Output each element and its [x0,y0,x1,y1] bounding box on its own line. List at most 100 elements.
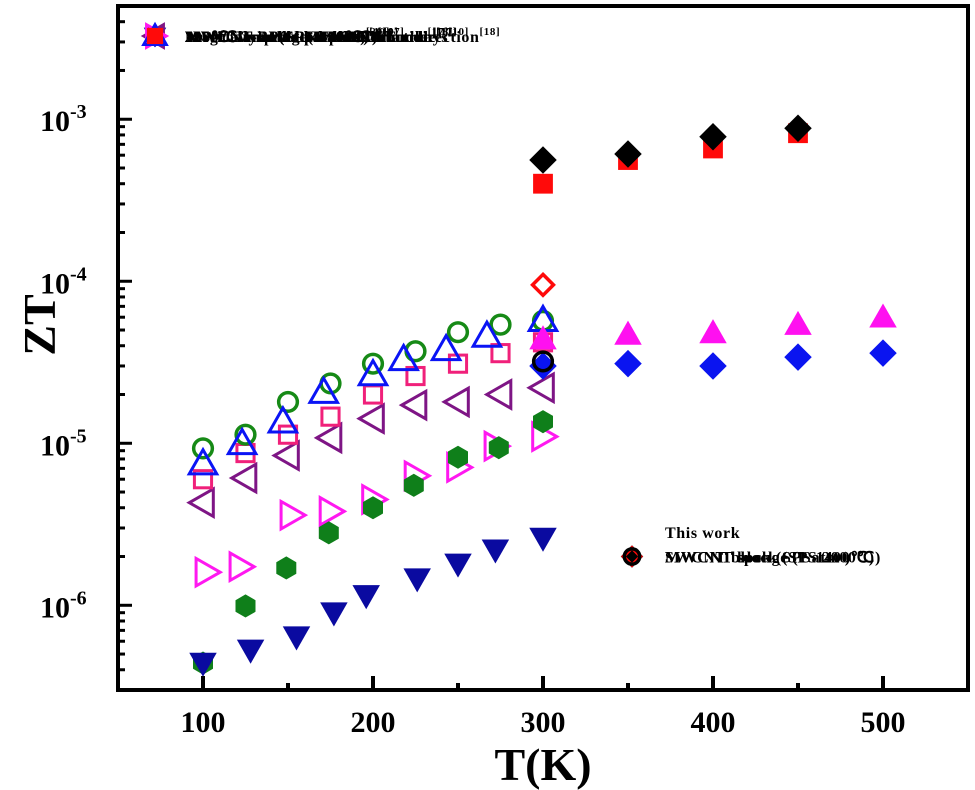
data-point [403,473,424,497]
legend-title: This work [665,525,740,542]
x-axis-title: T(K) [494,739,591,790]
data-point [530,271,556,298]
legend-label: MWCNT sponge(1 atm )[20] [185,26,387,46]
data-point [533,173,553,194]
series-6 [186,371,555,519]
data-point [320,602,348,627]
data-point [398,388,428,422]
data-point [279,498,309,532]
data-point [236,639,265,664]
data-point [533,410,553,434]
legend-label: MWCNT-BP(SPS 900℃)[19] [185,26,390,46]
y-tick-label: 10-3 [40,101,87,138]
y-tick-label: 10-6 [40,587,87,624]
data-point [470,319,504,348]
data-point [614,349,642,378]
data-point [235,594,256,618]
legend-label: Vertically oriented MWCNT arrays[10] [185,26,469,46]
legend-label: SWCNT block (SPS 1400℃) [665,550,875,567]
data-point [784,343,812,371]
legend-entry: MWCNT-BP(SPS 900℃)[19] [146,26,390,46]
data-point [307,375,341,404]
data-point [363,496,383,520]
x-tick-label: 300 [521,706,566,739]
data-point [276,390,300,414]
data-point [356,357,390,387]
data-point [699,319,727,344]
y-tick-label: 10-4 [40,263,87,300]
legend-entry: 1250℃ annealed MWCNT bundle[17] [141,21,456,46]
legend-label: As-grown MWCNT bundle[17] [185,26,404,46]
x-tick-label: 400 [691,706,736,739]
data-point [194,555,224,589]
legend-marker [622,547,642,566]
data-point [488,436,509,460]
legend-references: MWCNT-BP(SPS 900℃)[19]MWCNT-BP(SPS 1500℃… [140,21,500,50]
series-2 [529,339,897,380]
legend-this-work: This work MWCNT sponge (1 atm )SWCNT bloc… [620,525,881,568]
legend-label: 100℃ annealed MWCNT bundle[17] [185,26,448,46]
data-point [614,140,642,168]
data-point [441,385,470,419]
legend-entry: MWCNT block (SPS 2000℃) [622,547,881,567]
data-point [320,406,341,427]
data-point [356,402,385,435]
data-point [276,556,297,580]
x-tick-label: 500 [861,706,906,739]
data-point [277,424,299,445]
data-point [266,404,300,434]
data-point [699,352,727,380]
legend-label: MWCNT-BP(SPS 1500℃)[19] [185,26,399,46]
data-point [529,527,557,552]
data-point [225,426,259,456]
data-point [228,461,258,495]
legend-label: 2800℃ annealed MWCNT bundle[17] [185,26,457,46]
data-point [313,421,343,455]
data-point [869,339,897,367]
data-marks [186,114,897,677]
y-tick-label: 10-5 [40,425,87,462]
data-point [192,469,214,490]
y-axis: 10-6 10-5 10-4 10-3 [40,4,132,692]
data-point [526,371,555,405]
data-point [429,332,463,362]
legend-label: MWCNT sponge (1 atm ) [665,550,851,567]
series-11 [530,271,556,298]
data-point [483,378,513,411]
x-axis: 100 200 300 400 500 [181,676,906,739]
legend-entry: MWCNT sponge(1 atm )[20] [146,26,387,46]
data-point [444,553,472,578]
data-point [481,539,510,564]
data-point [186,486,215,519]
series-4 [189,527,557,677]
series-10 [529,114,812,174]
data-point [318,521,339,545]
x-tick-label: 200 [351,706,396,739]
data-point [448,445,468,469]
data-point [614,320,642,345]
data-point [362,384,384,405]
data-point [784,114,812,142]
y-axis-title: ZT [14,294,65,355]
data-point [869,303,897,328]
data-point [529,352,557,380]
data-point [489,313,512,336]
data-point [191,437,215,460]
data-point [189,652,217,677]
data-point [352,585,380,610]
data-point [318,495,348,528]
data-point [387,342,420,372]
legend-label: MWCNT in the perpendicular direction[18] [185,26,500,46]
data-point [403,568,431,593]
data-point [228,550,258,584]
legend-label: MWCNT in the parallel direction[18] [185,26,453,46]
series-12 [531,350,555,373]
x-tick-label: 100 [181,706,226,739]
data-point [531,350,555,373]
data-point [271,439,300,472]
data-point [282,626,311,651]
data-point [699,122,727,151]
legend-label: MWCNT block (SPS 2000℃) [665,550,881,567]
data-point [784,310,812,335]
